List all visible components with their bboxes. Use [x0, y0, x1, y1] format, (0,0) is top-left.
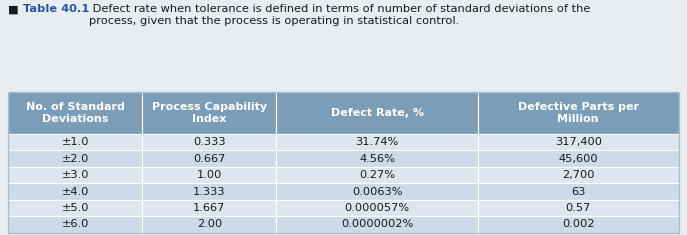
Text: Defect Rate, %: Defect Rate, %	[330, 108, 423, 118]
Bar	[142, 216, 276, 233]
Bar	[8, 134, 142, 150]
Text: 4.56%: 4.56%	[359, 154, 395, 164]
Bar	[276, 200, 477, 216]
Bar	[8, 92, 142, 134]
Bar	[276, 92, 477, 134]
Text: ±6.0: ±6.0	[62, 219, 89, 229]
Text: 1.667: 1.667	[193, 203, 225, 213]
Bar	[8, 183, 142, 200]
Text: No. of Standard
Deviations: No. of Standard Deviations	[26, 102, 125, 124]
Bar	[276, 150, 477, 167]
Text: 0.333: 0.333	[193, 137, 226, 147]
Bar	[142, 134, 276, 150]
Bar	[142, 200, 276, 216]
Bar	[477, 150, 679, 167]
Text: 0.57: 0.57	[565, 203, 591, 213]
Text: Defective Parts per
Million: Defective Parts per Million	[518, 102, 639, 124]
Text: 0.27%: 0.27%	[359, 170, 395, 180]
Bar	[8, 216, 142, 233]
Text: 45,600: 45,600	[559, 154, 598, 164]
Text: ±2.0: ±2.0	[62, 154, 89, 164]
Bar	[477, 183, 679, 200]
Bar	[142, 167, 276, 183]
Text: 1.333: 1.333	[193, 187, 226, 196]
Text: Defect rate when tolerance is defined in terms of number of standard deviations : Defect rate when tolerance is defined in…	[89, 4, 590, 26]
Text: ±3.0: ±3.0	[62, 170, 89, 180]
Text: ±5.0: ±5.0	[62, 203, 89, 213]
Bar	[477, 200, 679, 216]
Text: ±4.0: ±4.0	[62, 187, 89, 196]
Text: ±1.0: ±1.0	[62, 137, 89, 147]
Text: 0.002: 0.002	[562, 219, 594, 229]
Bar	[142, 183, 276, 200]
Text: 317,400: 317,400	[554, 137, 602, 147]
Bar	[276, 167, 477, 183]
Bar	[276, 134, 477, 150]
Text: 2,700: 2,700	[562, 170, 594, 180]
Text: 0.000057%: 0.000057%	[344, 203, 409, 213]
Text: 0.667: 0.667	[193, 154, 225, 164]
Text: 0.0063%: 0.0063%	[352, 187, 403, 196]
Bar	[477, 134, 679, 150]
Text: Table 40.1: Table 40.1	[23, 4, 89, 15]
Text: 1.00: 1.00	[196, 170, 222, 180]
Bar	[8, 150, 142, 167]
Text: ■: ■	[8, 4, 19, 15]
Bar	[142, 150, 276, 167]
Bar	[276, 216, 477, 233]
Text: 0.0000002%: 0.0000002%	[341, 219, 413, 229]
Bar	[477, 92, 679, 134]
Bar	[477, 167, 679, 183]
Bar	[477, 216, 679, 233]
Bar	[276, 183, 477, 200]
Text: 31.74%: 31.74%	[355, 137, 398, 147]
Bar	[8, 167, 142, 183]
Bar	[8, 200, 142, 216]
Text: Process Capability
Index: Process Capability Index	[152, 102, 267, 124]
Bar	[142, 92, 276, 134]
Text: 63: 63	[571, 187, 585, 196]
Text: 2.00: 2.00	[196, 219, 222, 229]
